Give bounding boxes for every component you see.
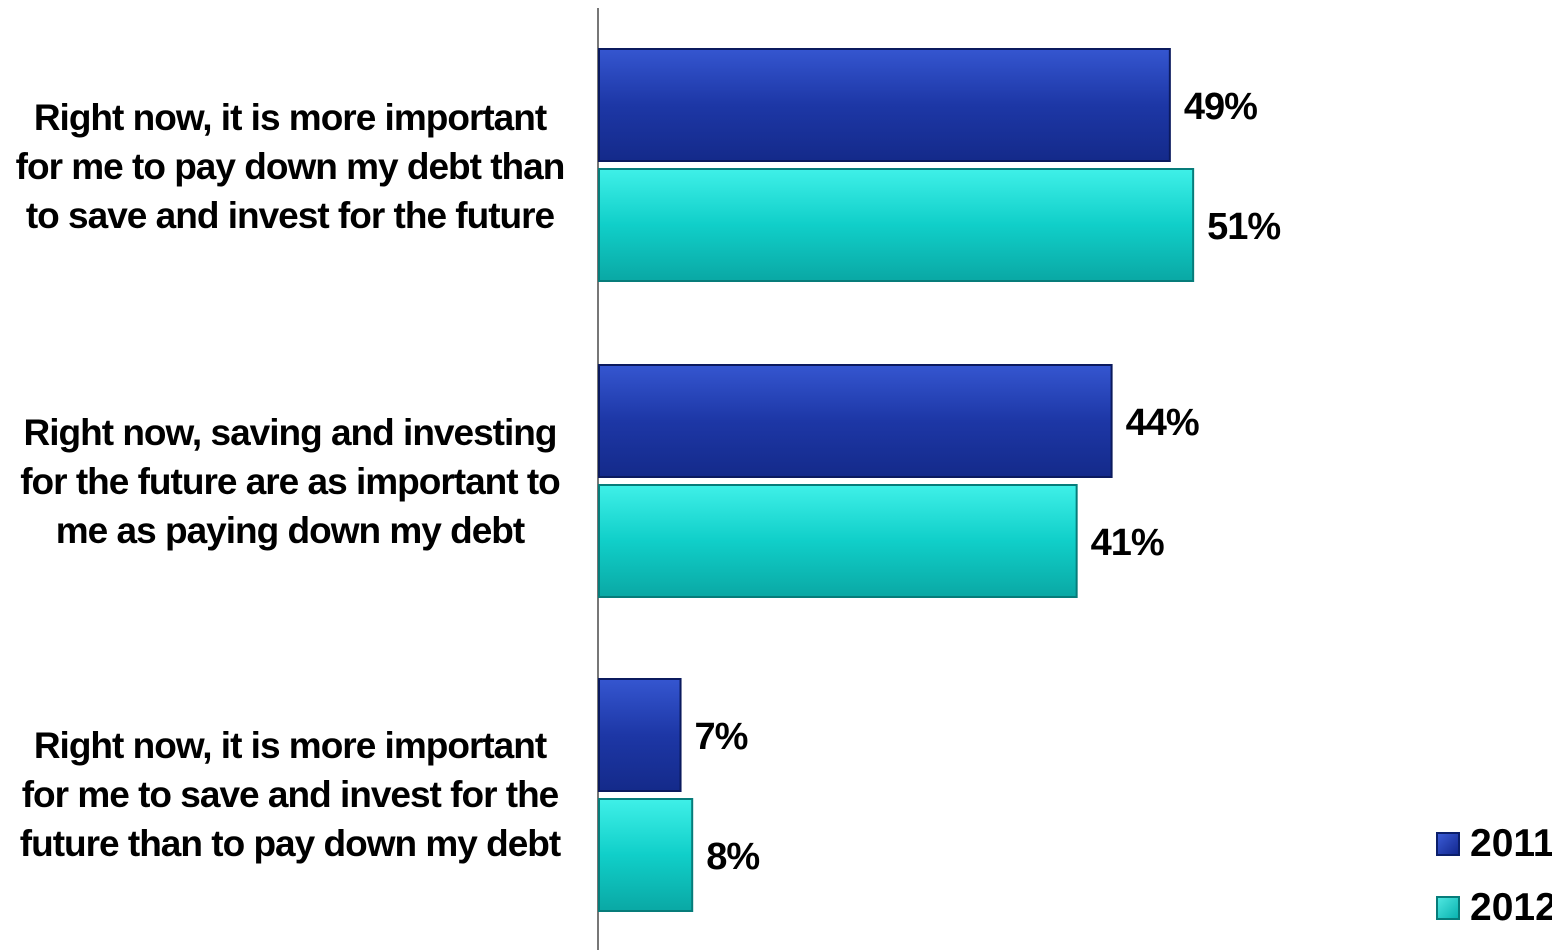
- legend: 2011 2012: [1436, 812, 1552, 940]
- bars-group: [598, 48, 1195, 912]
- category-label-1-line-2: for the future are as important to: [20, 461, 561, 502]
- bar-2011-1: [598, 364, 1113, 478]
- value-label-2012-2: 8%: [706, 836, 759, 878]
- value-labels-group: 49% 44% 7% 51% 41% 8%: [695, 86, 1282, 878]
- legend-label-2011: 2011: [1470, 822, 1552, 865]
- legend-swatch-2011: [1436, 832, 1460, 856]
- value-label-2012-1: 41%: [1091, 522, 1164, 564]
- legend-item-2012: 2012: [1436, 876, 1552, 940]
- bar-2011-2: [598, 678, 682, 792]
- value-label-2012-0: 51%: [1207, 206, 1280, 248]
- value-label-2011-1: 44%: [1126, 402, 1199, 444]
- value-label-2011-2: 7%: [695, 716, 748, 758]
- bar-2011-0: [598, 48, 1171, 162]
- category-label-0-line-3: to save and invest for the future: [25, 195, 555, 236]
- category-label-1: Right now, saving and investing for the …: [0, 408, 580, 555]
- value-label-2011-0: 49%: [1184, 86, 1257, 128]
- category-label-0: Right now, it is more important for me t…: [0, 93, 580, 240]
- category-label-0-line-2: for me to pay down my debt than: [15, 146, 566, 187]
- bar-2012-1: [598, 484, 1078, 598]
- category-label-1-line-1: Right now, saving and investing: [23, 412, 558, 453]
- category-label-2: Right now, it is more important for me t…: [0, 721, 580, 868]
- category-label-2-line-2: for me to save and invest for the: [21, 774, 560, 815]
- category-label-1-line-3: me as paying down my debt: [55, 510, 525, 551]
- legend-item-2011: 2011: [1436, 812, 1552, 876]
- bar-2012-0: [598, 168, 1195, 282]
- legend-label-2012: 2012: [1470, 886, 1552, 929]
- category-label-2-line-1: Right now, it is more important: [33, 725, 547, 766]
- category-label-2-line-3: future than to pay down my debt: [19, 823, 561, 864]
- bar-2012-2: [598, 798, 694, 912]
- category-label-0-line-1: Right now, it is more important: [33, 97, 547, 138]
- legend-swatch-2012: [1436, 896, 1460, 920]
